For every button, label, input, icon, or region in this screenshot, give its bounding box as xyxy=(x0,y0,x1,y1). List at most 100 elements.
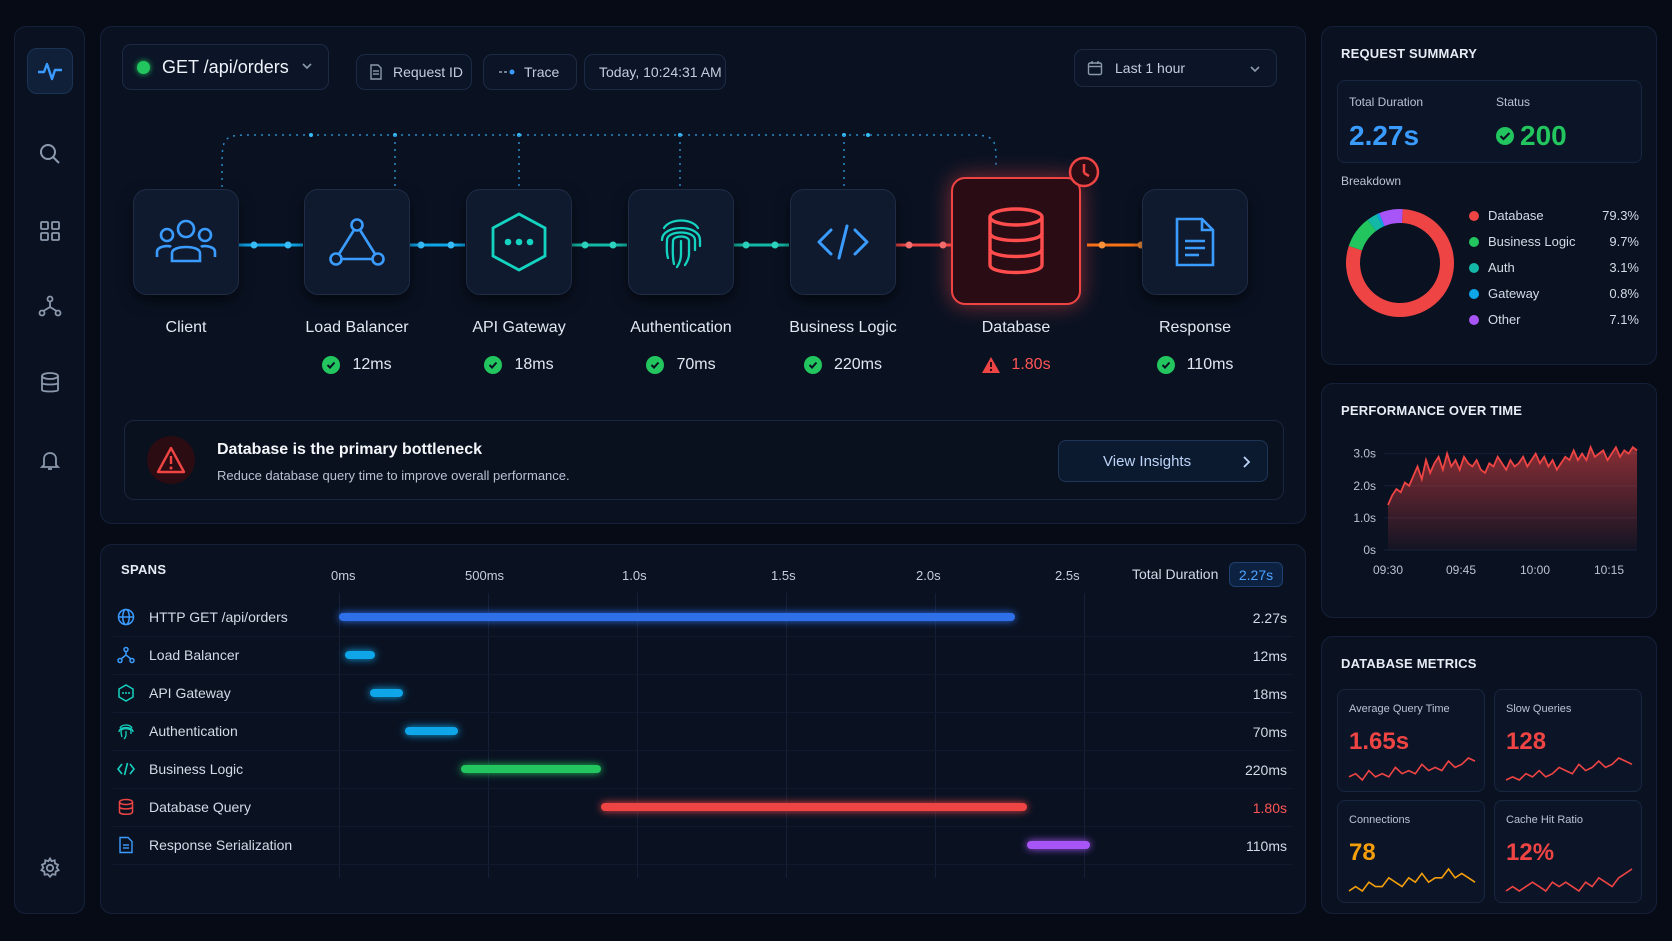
span-name: Load Balancer xyxy=(149,647,240,663)
bottleneck-alert: Database is the primary bottleneck Reduc… xyxy=(124,420,1284,500)
node-time: 70ms xyxy=(606,356,756,374)
span-row[interactable]: Load Balancer 12ms xyxy=(113,637,1293,675)
check-icon xyxy=(803,356,822,374)
request-id-chip[interactable]: Request ID xyxy=(356,54,472,90)
gridline xyxy=(637,593,638,878)
node-time-value: 1.80s xyxy=(1011,356,1051,373)
bell-icon[interactable] xyxy=(27,437,73,483)
node-api-gateway[interactable] xyxy=(466,189,572,295)
span-bar xyxy=(404,727,459,735)
node-label: Authentication xyxy=(630,319,732,336)
legend-item: Auth 3.1% xyxy=(1469,259,1639,277)
summary-kpis: Total Duration 2.27s Status 200 xyxy=(1337,80,1642,163)
span-row[interactable]: API Gateway 18ms xyxy=(113,675,1293,713)
sparkline-path xyxy=(1348,867,1476,893)
span-name: Response Serialization xyxy=(149,837,293,853)
node-time-value: 220ms xyxy=(833,356,883,373)
area-line xyxy=(1387,444,1638,506)
area-fill xyxy=(1388,447,1637,550)
search-icon[interactable] xyxy=(27,131,73,177)
axis-tick: 1.0s xyxy=(622,568,647,583)
trace-chip[interactable]: Trace xyxy=(483,54,577,90)
activity-icon[interactable] xyxy=(27,48,73,94)
span-bar xyxy=(461,765,602,773)
span-duration: 1.80s xyxy=(1252,800,1287,816)
span-row[interactable]: Database Query 1.80s xyxy=(113,789,1293,827)
gridline xyxy=(786,593,787,878)
legend-swatch xyxy=(1469,289,1479,299)
x-tick-label: 09:45 xyxy=(1446,563,1476,577)
node-time: 110ms xyxy=(1120,356,1270,374)
metric-label: Slow Queries xyxy=(1506,703,1572,715)
node-database[interactable] xyxy=(951,177,1081,305)
node-label: Load Balancer xyxy=(305,319,409,336)
legend-name: Other xyxy=(1488,312,1521,327)
metric-card: Cache Hit Ratio 12% xyxy=(1494,800,1642,903)
trace-icon xyxy=(498,67,516,77)
chevron-down-icon xyxy=(300,59,314,73)
total-duration-badge: 2.27s xyxy=(1229,562,1283,587)
node-client[interactable] xyxy=(133,189,239,295)
node-load-balancer[interactable] xyxy=(304,189,410,295)
metric-label: Average Query Time xyxy=(1349,703,1450,715)
legend-name: Auth xyxy=(1488,260,1515,275)
chart-title: PERFORMANCE OVER TIME xyxy=(1341,403,1523,418)
grid-icon[interactable] xyxy=(27,208,73,254)
breakdown-donut xyxy=(1346,209,1454,317)
y-tick-label: 0s xyxy=(1363,543,1376,557)
metric-label: Cache Hit Ratio xyxy=(1506,814,1584,826)
span-row[interactable]: Response Serialization 110ms xyxy=(113,827,1293,865)
topology-icon[interactable] xyxy=(27,283,73,329)
node-time-value: 70ms xyxy=(676,356,716,373)
span-duration: 220ms xyxy=(1244,762,1287,778)
total-duration-label: Total Duration xyxy=(1132,566,1219,582)
legend-pct: 9.7% xyxy=(1609,234,1639,249)
node-authentication[interactable] xyxy=(628,189,734,295)
alert-text: Reduce database query time to improve ov… xyxy=(217,468,570,483)
gear-icon[interactable] xyxy=(27,845,73,891)
legend-item: Business Logic 9.7% xyxy=(1469,233,1639,251)
legend-swatch xyxy=(1469,263,1479,273)
axis-tick: 2.5s xyxy=(1055,568,1080,583)
view-insights-button[interactable]: View Insights xyxy=(1058,440,1268,482)
span-row[interactable]: Business Logic 220ms xyxy=(113,751,1293,789)
metric-label: Connections xyxy=(1349,814,1411,826)
time-range-select[interactable]: Last 1 hour xyxy=(1074,49,1277,87)
calendar-icon xyxy=(1087,60,1103,76)
legend-pct: 7.1% xyxy=(1609,312,1639,327)
node-time-value: 110ms xyxy=(1186,356,1234,373)
y-tick-label: 3.0s xyxy=(1353,447,1376,461)
endpoint-select[interactable]: GET /api/orders xyxy=(122,44,329,90)
sparkline-path xyxy=(1505,757,1633,781)
span-row[interactable]: Authentication 70ms xyxy=(113,713,1293,751)
span-row[interactable]: HTTP GET /api/orders 2.27s xyxy=(113,599,1293,637)
document-icon xyxy=(1174,216,1216,268)
node-label: Response xyxy=(1158,319,1232,336)
database-icon[interactable] xyxy=(27,360,73,406)
chevron-down-icon xyxy=(1248,62,1262,76)
node-response[interactable] xyxy=(1142,189,1248,295)
span-name: HTTP GET /api/orders xyxy=(149,609,288,625)
flow-panel: GET /api/orders Request ID Trace Today, … xyxy=(100,26,1306,524)
span-bar xyxy=(370,689,404,697)
gridline xyxy=(488,593,489,878)
node-business-logic[interactable] xyxy=(790,189,896,295)
gridline xyxy=(339,593,340,878)
gridline xyxy=(935,593,936,878)
donut-slice xyxy=(1379,209,1403,227)
span-duration: 18ms xyxy=(1252,686,1287,702)
node-label: Business Logic xyxy=(789,319,897,336)
performance-panel: PERFORMANCE OVER TIME 0s 1.0s 2.0s 3.0s 09:3… xyxy=(1321,383,1657,618)
gridline xyxy=(1084,593,1085,878)
legend-pct: 3.1% xyxy=(1609,260,1639,275)
status-dot xyxy=(137,60,150,74)
document-icon xyxy=(369,64,383,80)
donut-slice xyxy=(1348,219,1377,251)
donut-slice xyxy=(1367,214,1383,232)
legend-name: Business Logic xyxy=(1488,234,1576,249)
node-label: Database xyxy=(981,319,1051,336)
hexagon-dots-icon xyxy=(489,211,549,273)
check-icon xyxy=(646,356,665,374)
check-icon xyxy=(322,356,341,374)
request-id-label: Request ID xyxy=(393,64,464,80)
